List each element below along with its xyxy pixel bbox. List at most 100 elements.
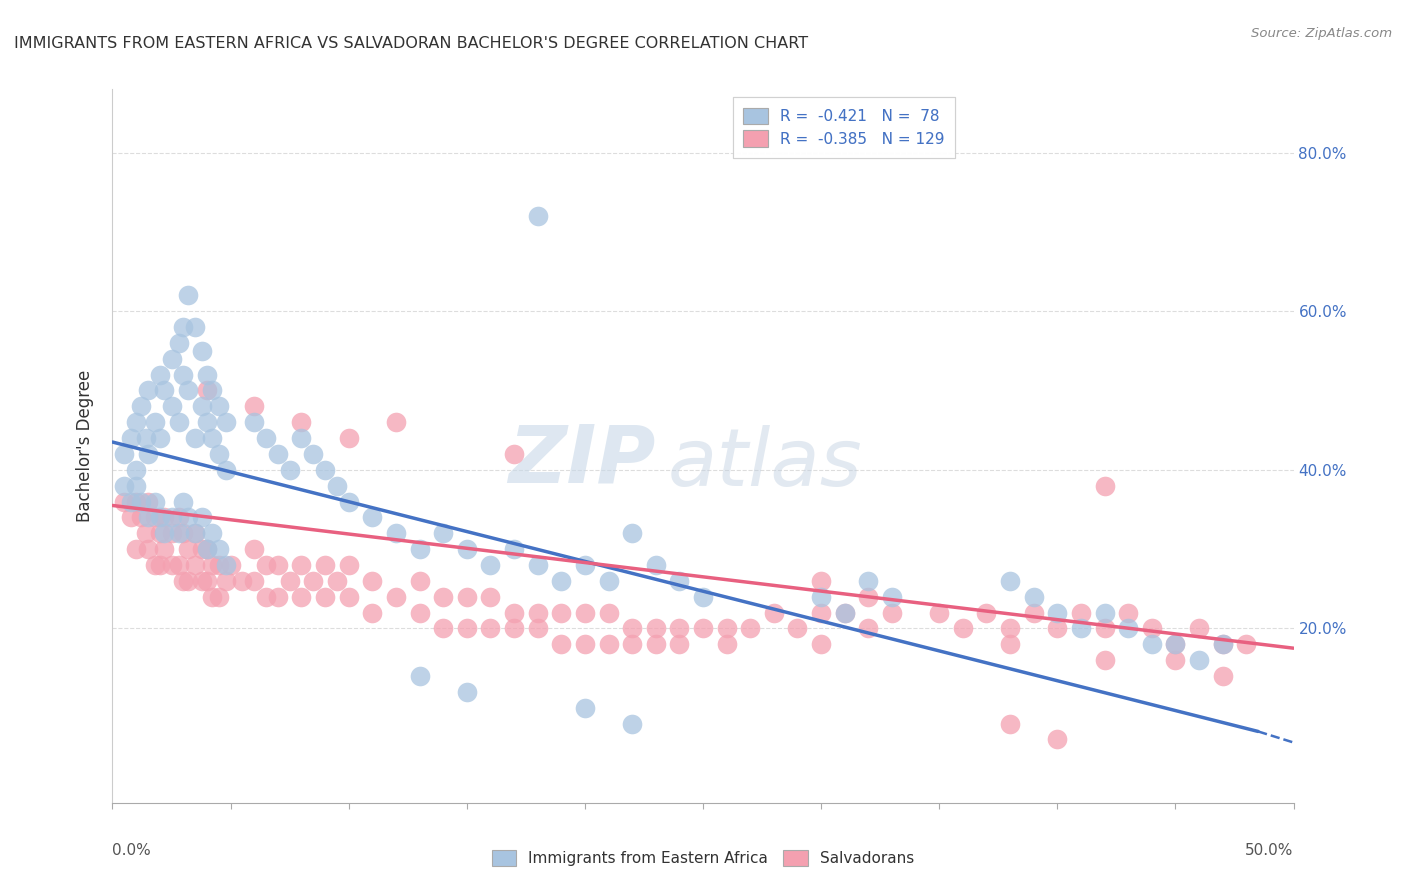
Point [1022,606,1045,620]
Point [160,351,183,366]
Point [621,637,644,651]
Point [1022,590,1045,604]
Point [160,558,183,572]
Point [267,558,290,572]
Point [479,558,502,572]
Point [314,590,336,604]
Point [1212,669,1234,683]
Point [143,415,166,429]
Point [184,526,207,541]
Point [810,606,832,620]
Point [136,494,159,508]
Point [243,542,266,557]
Point [1116,606,1139,620]
Point [337,558,360,572]
Point [125,415,148,429]
Point [136,542,159,557]
Point [125,494,148,508]
Point [1140,621,1163,635]
Point [858,590,880,604]
Point [191,542,214,557]
Point [112,478,135,492]
Point [503,447,526,461]
Point [716,621,738,635]
Point [129,510,152,524]
Point [668,574,690,588]
Point [598,574,620,588]
Point [1116,621,1139,635]
Point [621,716,644,731]
Y-axis label: Bachelor's Degree: Bachelor's Degree [76,370,94,522]
Point [621,621,644,635]
Point [550,574,572,588]
Point [998,716,1021,731]
Legend: R =  -0.421   N =  78, R =  -0.385   N = 129: R = -0.421 N = 78, R = -0.385 N = 129 [733,97,955,158]
Point [1164,637,1187,651]
Point [191,343,214,358]
Point [786,621,808,635]
Point [201,526,224,541]
Point [574,700,596,714]
Point [135,526,157,541]
Point [231,574,253,588]
Point [191,510,214,524]
Point [143,558,166,572]
Point [215,574,238,588]
Point [740,621,762,635]
Point [692,621,714,635]
Point [574,637,596,651]
Point [129,494,152,508]
Point [834,606,856,620]
Point [201,558,224,572]
Point [998,637,1021,651]
Point [456,590,478,604]
Point [136,510,159,524]
Point [219,558,242,572]
Point [125,478,148,492]
Point [243,415,266,429]
Point [167,415,190,429]
Point [167,558,190,572]
Point [278,574,301,588]
Point [201,590,224,604]
Point [195,542,218,557]
Point [432,621,454,635]
Point [810,590,832,604]
Point [172,494,194,508]
Point [290,590,312,604]
Point [1188,653,1211,667]
Point [149,526,172,541]
Point [290,415,312,429]
Point [834,606,856,620]
Point [184,558,207,572]
Point [177,510,200,524]
Point [177,574,200,588]
Point [716,637,738,651]
Point [692,590,714,604]
Point [153,510,176,524]
Point [337,590,360,604]
Point [136,384,159,398]
Point [302,447,325,461]
Point [314,463,336,477]
Point [153,526,176,541]
Point [574,558,596,572]
Text: IMMIGRANTS FROM EASTERN AFRICA VS SALVADORAN BACHELOR'S DEGREE CORRELATION CHART: IMMIGRANTS FROM EASTERN AFRICA VS SALVAD… [14,36,808,51]
Point [191,574,214,588]
Point [254,590,277,604]
Point [195,542,218,557]
Point [1094,653,1116,667]
Point [880,590,903,604]
Point [1070,621,1092,635]
Point [136,447,159,461]
Point [385,526,408,541]
Point [195,368,218,382]
Point [167,526,190,541]
Point [125,542,148,557]
Point [326,478,349,492]
Point [149,558,172,572]
Point [290,431,312,445]
Point [810,574,832,588]
Point [120,494,142,508]
Point [1046,606,1069,620]
